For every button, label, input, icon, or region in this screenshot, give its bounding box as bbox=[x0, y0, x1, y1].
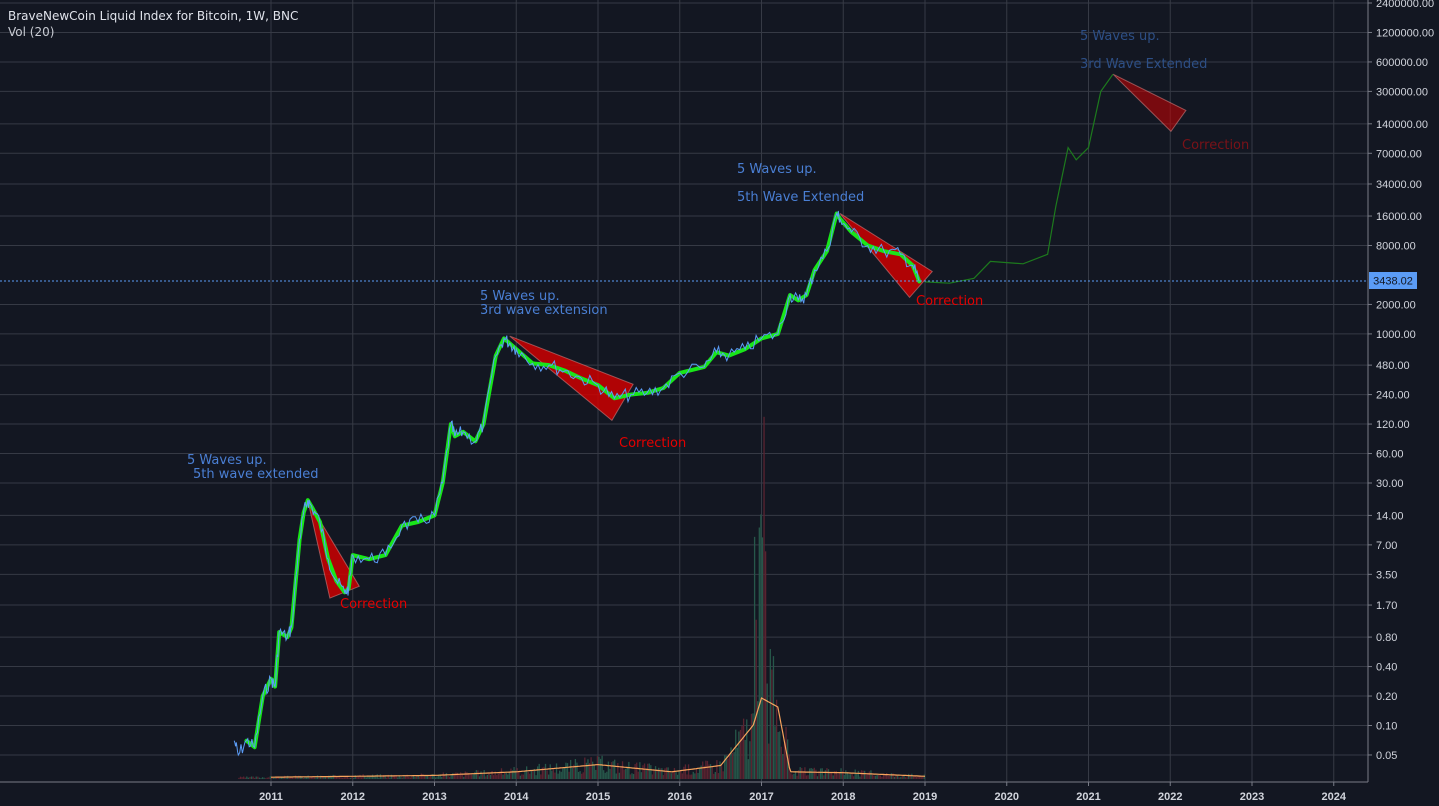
price-tick-label: 0.20 bbox=[1376, 691, 1397, 703]
volume-indicator-label[interactable]: Vol (20) bbox=[8, 25, 55, 39]
time-tick-label: 2011 bbox=[259, 791, 283, 803]
price-tick-label: 240.00 bbox=[1376, 390, 1410, 402]
time-tick-label: 2012 bbox=[341, 791, 365, 803]
price-tick-label: 120.00 bbox=[1376, 419, 1410, 431]
annotation-text[interactable]: 5 Waves up. bbox=[187, 453, 267, 468]
price-tick-label: 0.80 bbox=[1376, 632, 1397, 644]
price-tick-label: 60.00 bbox=[1376, 449, 1404, 461]
price-tick-label: 14.00 bbox=[1376, 510, 1404, 522]
price-tick-label: 480.00 bbox=[1376, 360, 1410, 372]
price-tick-label: 7.00 bbox=[1376, 540, 1397, 552]
price-tick-label: 600000.00 bbox=[1376, 57, 1428, 69]
annotation-text[interactable]: Correction bbox=[340, 597, 407, 612]
projection-line bbox=[924, 73, 1114, 284]
annotation-text[interactable]: 3rd wave extension bbox=[480, 303, 608, 318]
time-tick-label: 2014 bbox=[504, 791, 529, 803]
annotation-text[interactable]: 5 Waves up. bbox=[737, 162, 817, 177]
price-tick-label: 140000.00 bbox=[1376, 119, 1428, 131]
time-tick-label: 2021 bbox=[1076, 791, 1100, 803]
price-tick-label: 0.40 bbox=[1376, 662, 1397, 674]
price-tick-label: 34000.00 bbox=[1376, 179, 1422, 191]
price-tick-label: 2400000.00 bbox=[1376, 0, 1434, 10]
annotation-text[interactable]: 5th Wave Extended bbox=[737, 190, 864, 205]
annotation-text[interactable]: 5 Waves up. bbox=[1080, 29, 1160, 44]
price-tick-label: 8000.00 bbox=[1376, 241, 1416, 253]
price-tick-label: 30.00 bbox=[1376, 478, 1404, 490]
time-tick-label: 2016 bbox=[668, 791, 692, 803]
price-tick-label: 1000.00 bbox=[1376, 329, 1416, 341]
correction-triangle[interactable] bbox=[1112, 73, 1187, 133]
time-tick-label: 2017 bbox=[749, 791, 773, 803]
price-tick-label: 16000.00 bbox=[1376, 211, 1422, 223]
price-axis[interactable]: 2400000.00 1200000.00 600000.00 300000.00 14… bbox=[1368, 0, 1434, 762]
time-tick-label: 2019 bbox=[913, 791, 937, 803]
time-tick-label: 2024 bbox=[1322, 791, 1347, 803]
price-tick-label: 0.10 bbox=[1376, 721, 1397, 733]
annotation-text[interactable]: Correction bbox=[916, 294, 983, 309]
annotation-text[interactable]: 5th wave extended bbox=[193, 467, 318, 482]
time-tick-label: 2023 bbox=[1240, 791, 1264, 803]
time-axis[interactable]: 2011 2012 2013 2014 2015 2016 2017 2018 2019 2020… bbox=[259, 782, 1347, 803]
price-line bbox=[233, 210, 920, 757]
price-tick-label: 3.50 bbox=[1376, 569, 1397, 581]
price-tick-label: 2000.00 bbox=[1376, 299, 1416, 311]
symbol-title[interactable]: BraveNewCoin Liquid Index for Bitcoin, 1… bbox=[8, 9, 299, 23]
correction-triangle[interactable] bbox=[509, 335, 634, 422]
current-price-label: 3438.02 bbox=[1373, 276, 1413, 288]
annotation-text[interactable]: 3rd Wave Extended bbox=[1080, 57, 1207, 72]
price-tick-label: 0.05 bbox=[1376, 750, 1397, 762]
volume-bars bbox=[238, 416, 926, 779]
price-tick-label: 70000.00 bbox=[1376, 148, 1422, 160]
time-tick-label: 2018 bbox=[831, 791, 855, 803]
time-tick-label: 2015 bbox=[586, 791, 610, 803]
price-tick-label: 1.70 bbox=[1376, 600, 1397, 612]
time-tick-label: 2013 bbox=[422, 791, 446, 803]
volume-ma-line bbox=[271, 697, 926, 778]
time-tick-label: 2022 bbox=[1158, 791, 1182, 803]
price-tick-label: 1200000.00 bbox=[1376, 27, 1434, 39]
annotation-text[interactable]: Correction bbox=[1182, 138, 1249, 153]
annotation-text[interactable]: Correction bbox=[619, 436, 686, 451]
time-tick-label: 2020 bbox=[995, 791, 1019, 803]
annotation-text[interactable]: 5 Waves up. bbox=[480, 289, 560, 304]
chart-legend: BraveNewCoin Liquid Index for Bitcoin, 1… bbox=[8, 8, 298, 40]
current-price-badge: 3438.02 bbox=[1369, 272, 1417, 289]
annotations: 5 Waves up.5th wave extendedCorrection5 … bbox=[187, 29, 1249, 612]
price-tick-label: 300000.00 bbox=[1376, 86, 1428, 98]
